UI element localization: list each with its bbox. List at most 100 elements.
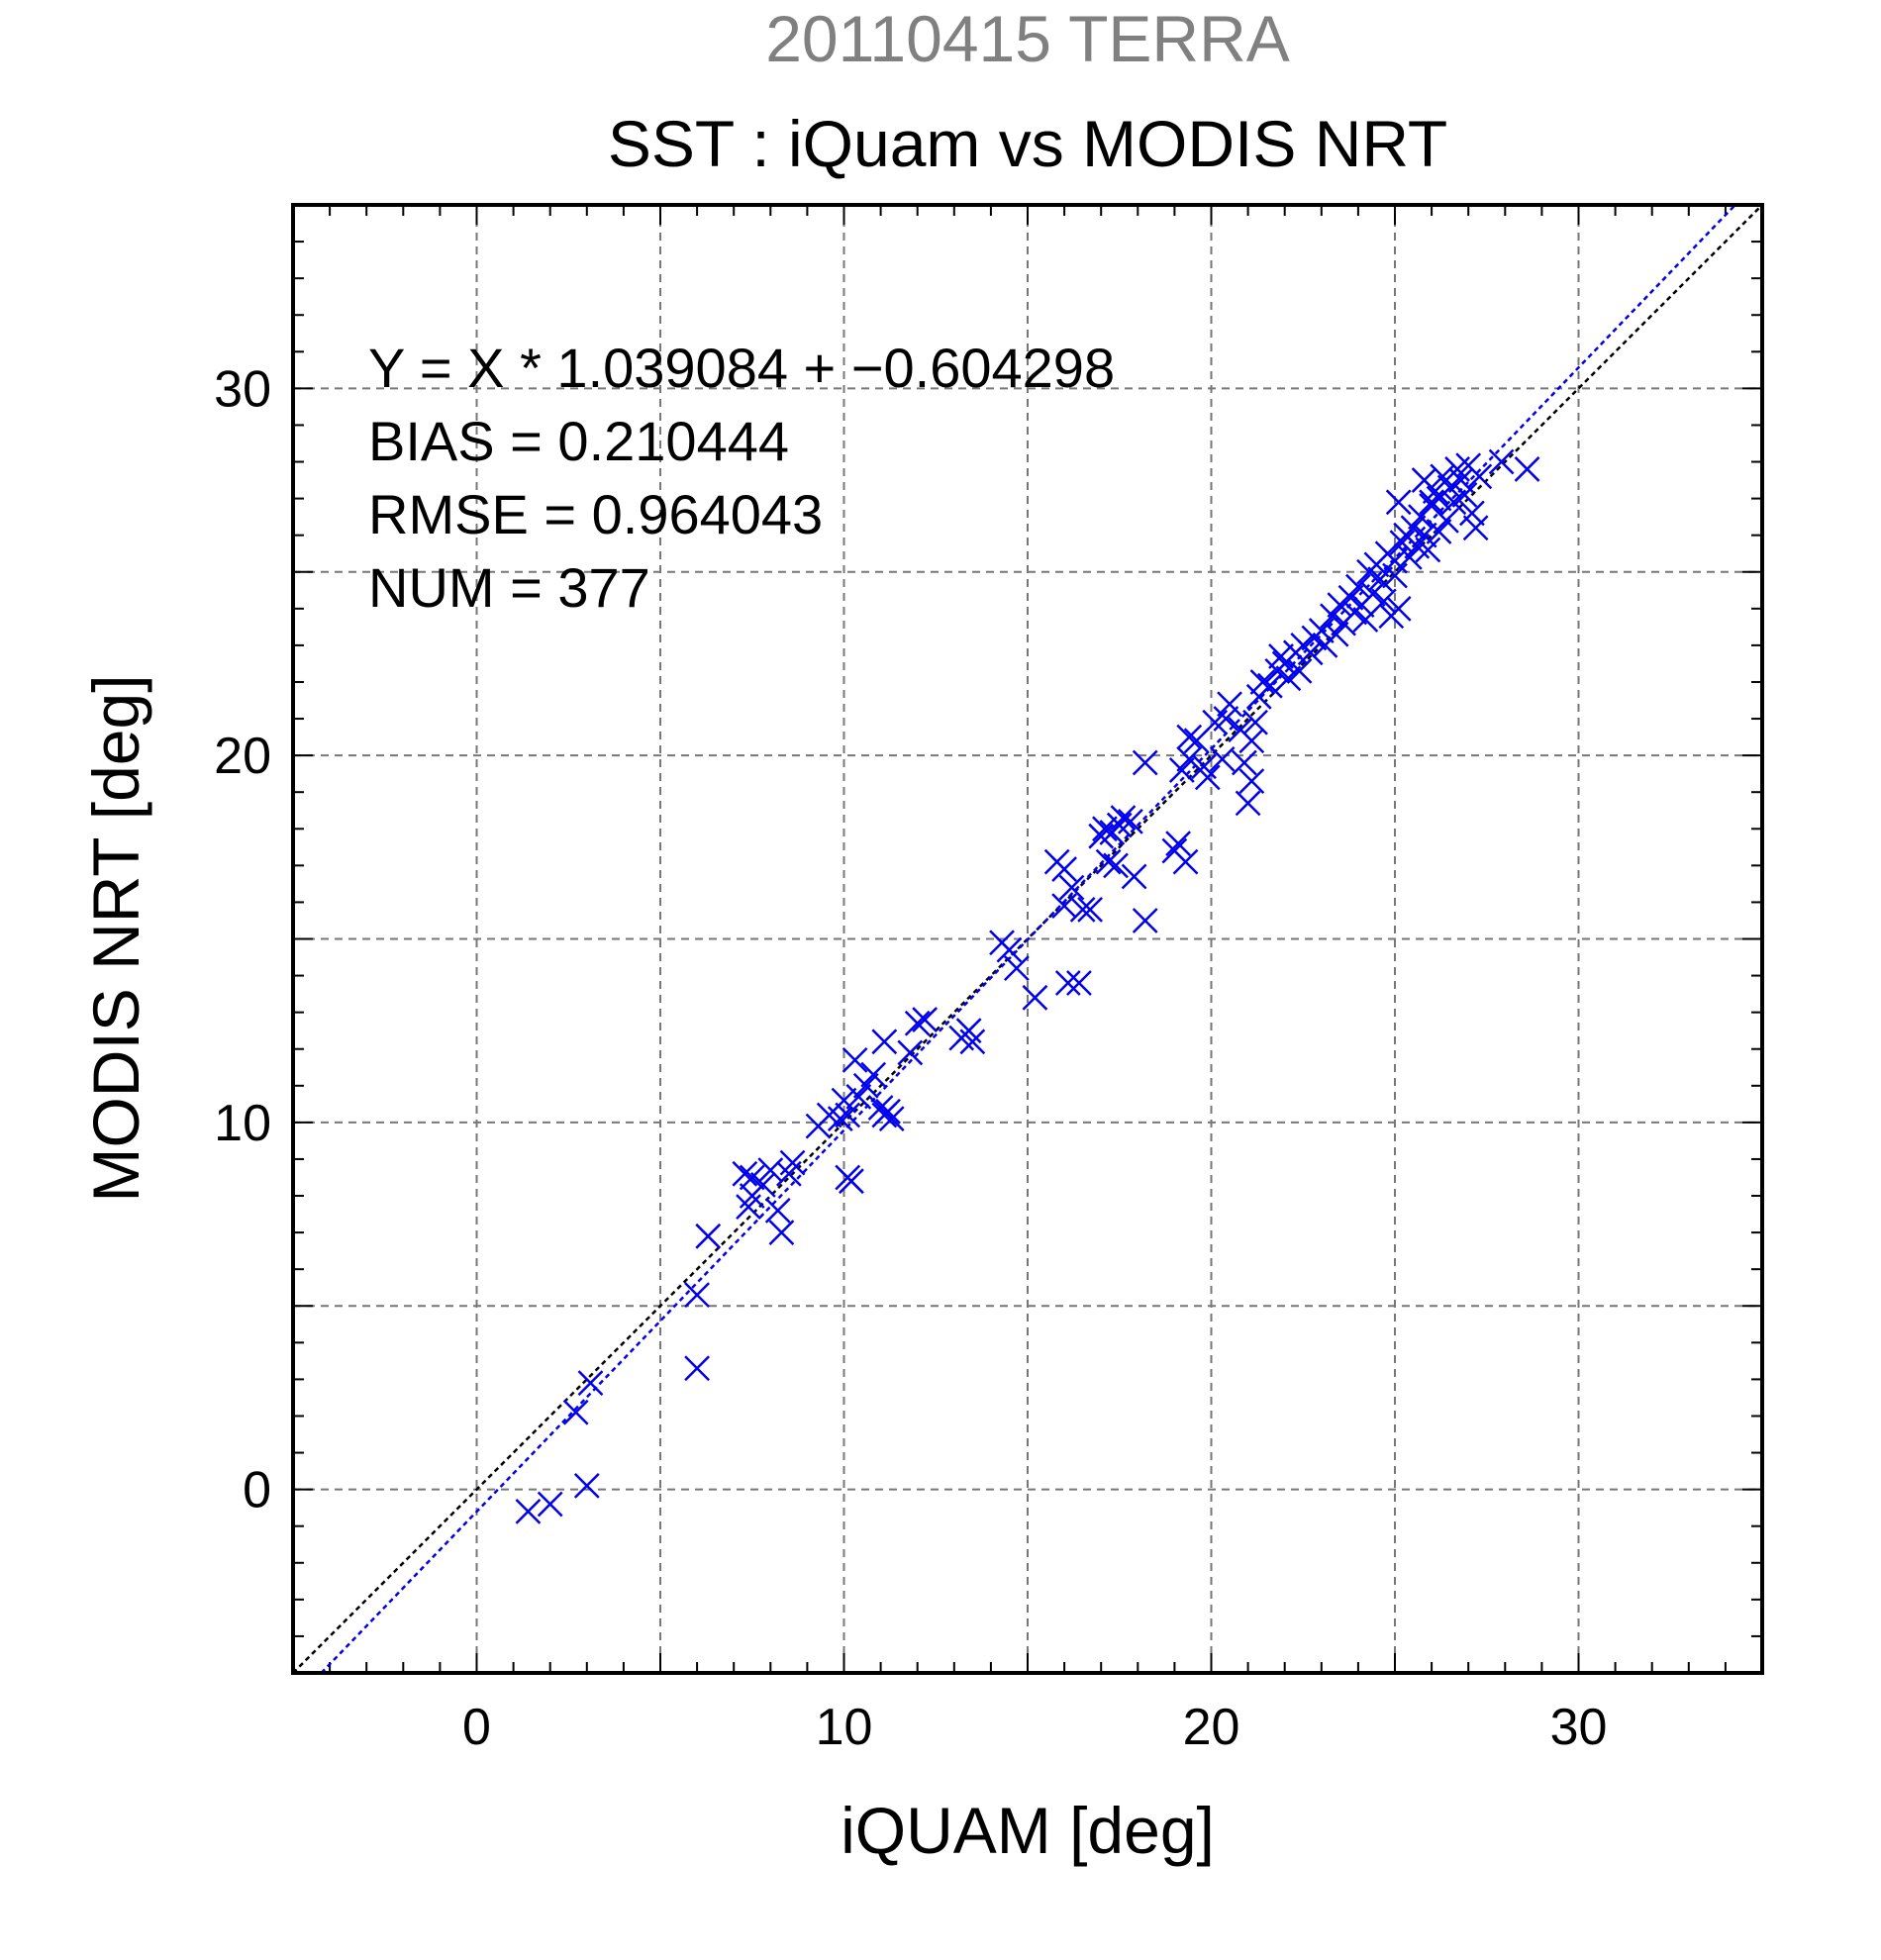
data-point-stroke xyxy=(1051,856,1077,882)
data-point xyxy=(842,1046,868,1073)
data-point xyxy=(1069,896,1096,923)
y-tick-label-10: 10 xyxy=(214,1095,271,1152)
data-point xyxy=(1051,893,1077,920)
data-point xyxy=(1022,984,1048,1011)
data-point-stroke xyxy=(835,1102,861,1128)
data-point xyxy=(1172,848,1199,875)
data-point-stroke xyxy=(1419,489,1444,516)
data-point xyxy=(1396,544,1423,570)
regression-fit-line xyxy=(320,204,1736,1674)
data-point-stroke xyxy=(1514,456,1540,482)
data-point-stroke xyxy=(912,1007,939,1032)
data-point xyxy=(1249,669,1276,695)
data-point-stroke xyxy=(1121,863,1147,890)
data-point-stroke xyxy=(1238,728,1265,754)
data-point xyxy=(1337,584,1364,611)
data-point xyxy=(1256,672,1283,699)
data-point-stroke xyxy=(1235,790,1261,817)
data-point-stroke xyxy=(1172,848,1199,875)
data-point-stroke xyxy=(768,1220,795,1245)
reference-lines xyxy=(292,204,1763,1674)
tick-labels: 0 10 20 30 0 10 20 30 xyxy=(214,360,1607,1756)
x-tick-label-10: 10 xyxy=(816,1699,873,1756)
data-point-stroke xyxy=(1117,808,1143,834)
data-point-stroke xyxy=(1367,566,1394,593)
data-point xyxy=(996,936,1023,963)
data-point xyxy=(1389,530,1416,555)
data-point xyxy=(1176,724,1203,750)
data-point-stroke xyxy=(996,936,1023,963)
data-point xyxy=(1165,831,1191,856)
data-point xyxy=(878,1106,905,1132)
data-point-stroke xyxy=(1209,745,1236,772)
data-point xyxy=(1415,537,1441,563)
data-point-stroke xyxy=(1337,584,1364,611)
data-point xyxy=(736,1194,761,1221)
data-point-stroke xyxy=(1286,657,1313,684)
data-point-stroke xyxy=(871,1029,898,1055)
data-point-stroke xyxy=(695,1223,722,1249)
data-point-stroke xyxy=(1213,706,1239,732)
data-point xyxy=(1194,764,1221,791)
data-point xyxy=(1419,489,1444,516)
data-point xyxy=(1132,908,1158,933)
stats-line-num: NUM = 377 xyxy=(368,556,650,619)
data-point-stroke xyxy=(1488,448,1515,475)
stats-line-rmse: RMSE = 0.964043 xyxy=(368,483,823,545)
data-point-stroke xyxy=(1176,724,1203,750)
y-axis-label: MODIS NRT [deg] xyxy=(79,674,152,1202)
x-tick-label-0: 0 xyxy=(462,1699,491,1756)
data-point xyxy=(1168,757,1195,783)
data-point xyxy=(1003,955,1030,982)
data-point-stroke xyxy=(1434,507,1459,534)
data-point xyxy=(959,1029,986,1055)
data-point-stroke xyxy=(1069,896,1096,923)
data-point xyxy=(1426,519,1452,544)
data-point xyxy=(1411,467,1437,493)
data-point-stroke xyxy=(875,1098,901,1125)
data-point xyxy=(852,1072,879,1099)
data-point-stroke xyxy=(1095,848,1122,875)
data-point xyxy=(1054,970,1081,996)
data-point xyxy=(1382,562,1408,589)
data-point xyxy=(684,1355,710,1382)
data-point xyxy=(1275,665,1302,692)
stats-line-equation: Y = X * 1.039084 + −0.604298 xyxy=(368,337,1115,399)
data-point-stroke xyxy=(1268,643,1294,669)
data-point xyxy=(912,1007,939,1032)
data-point-stroke xyxy=(562,1399,589,1425)
data-point xyxy=(831,1087,857,1114)
data-point-stroke xyxy=(1242,709,1268,735)
data-point-stroke xyxy=(831,1087,857,1114)
data-point xyxy=(562,1399,589,1425)
data-point xyxy=(1411,522,1437,548)
data-point-stroke xyxy=(1110,805,1137,832)
data-point-stroke xyxy=(779,1149,806,1176)
data-point-stroke xyxy=(1440,489,1467,516)
data-point-stroke xyxy=(1451,482,1478,508)
data-point-stroke xyxy=(1194,764,1221,791)
y-tick-label-20: 20 xyxy=(214,728,271,785)
y-tick-label-0: 0 xyxy=(243,1462,271,1519)
data-point-stroke xyxy=(1132,749,1158,776)
data-point xyxy=(871,1029,898,1055)
data-point xyxy=(1058,874,1085,901)
data-point xyxy=(1110,805,1137,832)
x-axis-label: iQUAM [deg] xyxy=(841,1794,1215,1867)
data-point xyxy=(695,1223,722,1249)
data-point xyxy=(1488,448,1515,475)
data-point-stroke xyxy=(1415,537,1441,563)
data-point-stroke xyxy=(1165,831,1191,856)
data-point-stroke xyxy=(860,1061,887,1088)
data-point xyxy=(1436,474,1463,501)
data-point-stroke xyxy=(1022,984,1048,1011)
data-point xyxy=(1213,706,1239,732)
data-point xyxy=(1367,566,1394,593)
data-point xyxy=(904,1010,931,1036)
data-point xyxy=(1095,848,1122,875)
data-point xyxy=(779,1149,806,1176)
data-point xyxy=(1103,852,1129,879)
data-point xyxy=(764,1197,791,1224)
chart-subtitle: 20110415 TERRA xyxy=(765,2,1290,75)
data-point-stroke xyxy=(827,1106,853,1132)
